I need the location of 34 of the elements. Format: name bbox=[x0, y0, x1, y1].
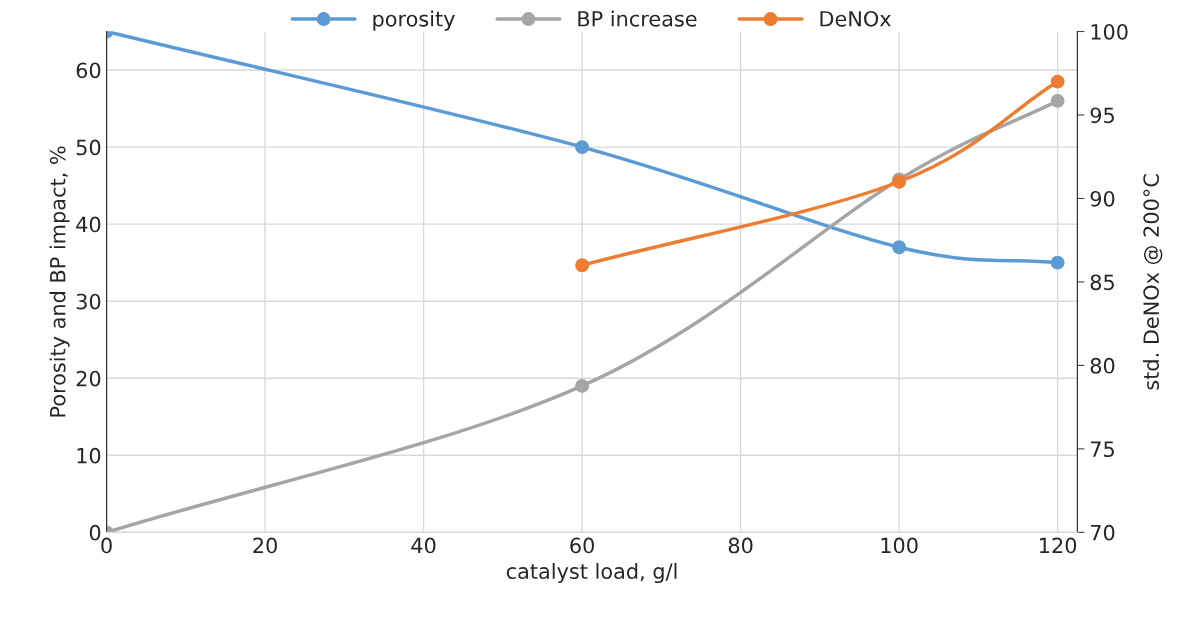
legend-label: porosity bbox=[373, 10, 455, 31]
point bbox=[575, 140, 590, 155]
point bbox=[1050, 74, 1065, 89]
point bbox=[1050, 93, 1065, 108]
y-tick-label: 50 bbox=[76, 139, 101, 156]
x-axis-title: catalyst load, g/l bbox=[506, 562, 677, 584]
y2-tick-label: 75 bbox=[1090, 441, 1114, 458]
y-tick-label: 0 bbox=[89, 524, 101, 541]
y2-tick-label: 90 bbox=[1090, 190, 1115, 207]
x-tick-label: 80 bbox=[728, 537, 753, 554]
y-tick-label: 30 bbox=[76, 293, 101, 310]
point bbox=[1050, 255, 1065, 270]
y2-axis-title: std. DeNOx @ 200°C bbox=[1142, 174, 1163, 390]
point bbox=[575, 258, 590, 273]
y-tick-label: 10 bbox=[77, 447, 101, 464]
y2-tick-label: 95 bbox=[1090, 107, 1114, 124]
x-tick-label: 100 bbox=[881, 537, 918, 554]
y2-tick-label: 100 bbox=[1091, 23, 1128, 40]
point bbox=[575, 379, 590, 393]
legend-label: BP increase bbox=[578, 10, 697, 27]
legend-label: DeNOx bbox=[820, 10, 891, 27]
y-tick-label: 60 bbox=[76, 62, 101, 79]
y-axis-title: Porosity and BP impact, % bbox=[49, 146, 70, 417]
x-tick-label: 0 bbox=[101, 537, 112, 554]
x-tick-label: 20 bbox=[253, 537, 277, 554]
y-tick-label: 40 bbox=[76, 216, 101, 233]
point bbox=[892, 240, 907, 255]
y2-tick-label: 70 bbox=[1090, 524, 1115, 541]
x-tick-label: 120 bbox=[1040, 537, 1077, 554]
x-tick-label: 40 bbox=[411, 537, 436, 554]
y-tick-label: 20 bbox=[76, 370, 101, 387]
x-tick-label: 60 bbox=[570, 537, 594, 554]
y2-tick-label: 80 bbox=[1090, 357, 1115, 374]
y2-tick-label: 85 bbox=[1090, 274, 1114, 291]
